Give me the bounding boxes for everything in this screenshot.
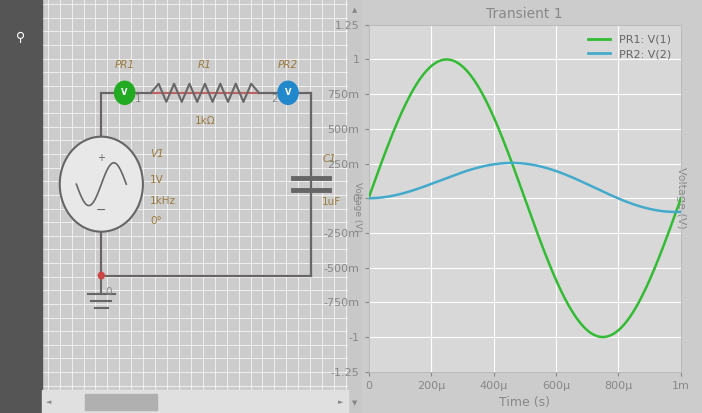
PR1: V(1): (0.000651, -0.811): V(1): (0.000651, -0.811) <box>567 308 576 313</box>
PR2: V(2): (0.000382, 0.237): V(2): (0.000382, 0.237) <box>484 163 492 168</box>
Text: 1kΩ: 1kΩ <box>194 116 216 126</box>
PR2: V(2): (0.0006, 0.196): V(2): (0.0006, 0.196) <box>552 169 560 173</box>
Text: ▲: ▲ <box>352 7 357 13</box>
Text: −: − <box>96 204 107 217</box>
Text: PR2: PR2 <box>278 60 298 70</box>
Text: 0°: 0° <box>150 216 162 226</box>
PR2: V(2): (0.000651, 0.152): V(2): (0.000651, 0.152) <box>567 175 576 180</box>
Circle shape <box>60 137 143 232</box>
Line: PR1: V(1): PR1: V(1) <box>369 59 681 337</box>
Text: V: V <box>121 88 128 97</box>
Text: 1V: 1V <box>150 175 164 185</box>
Text: +: + <box>98 153 105 163</box>
Bar <box>0 0 41 413</box>
Text: Voltage (V): Voltage (V) <box>352 181 362 232</box>
Text: V1: V1 <box>150 150 164 159</box>
Bar <box>85 394 157 410</box>
PR1: V(1): (0.0006, -0.587): V(1): (0.0006, -0.587) <box>552 277 560 282</box>
PR1: V(1): (0.000746, -1): V(1): (0.000746, -1) <box>597 335 606 339</box>
PR1: V(1): (0, 0): V(1): (0, 0) <box>364 196 373 201</box>
PR2: V(2): (0.000182, 0.0873): V(2): (0.000182, 0.0873) <box>421 184 430 189</box>
Legend: PR1: V(1), PR2: V(2): PR1: V(1), PR2: V(2) <box>583 30 675 64</box>
PR1: V(1): (0.000382, 0.674): V(1): (0.000382, 0.674) <box>484 102 492 107</box>
Circle shape <box>278 81 298 104</box>
PR1: V(1): (0.00025, 1): V(1): (0.00025, 1) <box>442 57 451 62</box>
PR2: V(2): (0.000459, 0.254): V(2): (0.000459, 0.254) <box>508 160 516 165</box>
Text: ◄: ◄ <box>46 399 51 405</box>
PR1: V(1): (0.000823, -0.898): V(1): (0.000823, -0.898) <box>621 320 630 325</box>
PR2: V(2): (0, 0): V(2): (0, 0) <box>364 196 373 201</box>
Text: 1: 1 <box>135 94 141 104</box>
Text: 1kHz: 1kHz <box>150 196 176 206</box>
Bar <box>347 0 362 413</box>
Text: V: V <box>285 88 291 97</box>
PR1: V(1): (0.000182, 0.909): V(1): (0.000182, 0.909) <box>421 70 430 75</box>
Y-axis label: Voltage (V): Voltage (V) <box>677 167 687 229</box>
Text: ►: ► <box>338 399 343 405</box>
Bar <box>41 390 347 413</box>
Text: 1uF: 1uF <box>322 197 341 206</box>
PR1: V(1): (0.001, -2.45e-16): V(1): (0.001, -2.45e-16) <box>677 196 685 201</box>
Text: C1: C1 <box>322 154 336 164</box>
Circle shape <box>114 81 135 104</box>
PR1: V(1): (0.00075, -1): V(1): (0.00075, -1) <box>599 335 607 339</box>
Text: 2: 2 <box>271 94 278 104</box>
X-axis label: Time (s): Time (s) <box>499 396 550 409</box>
Text: PR1: PR1 <box>114 60 135 70</box>
Text: R1: R1 <box>198 60 212 70</box>
Text: ▼: ▼ <box>352 400 357 406</box>
Title: Transient 1: Transient 1 <box>486 7 563 21</box>
Text: ⚲: ⚲ <box>16 31 25 44</box>
PR2: V(2): (0.000746, 0.0525): V(2): (0.000746, 0.0525) <box>597 188 606 193</box>
Line: PR2: V(2): PR2: V(2) <box>369 163 681 212</box>
Text: 0: 0 <box>105 287 112 297</box>
Circle shape <box>98 272 104 279</box>
PR2: V(2): (0.000822, -0.0222): V(2): (0.000822, -0.0222) <box>621 199 630 204</box>
PR2: V(2): (0.001, -0.0981): V(2): (0.001, -0.0981) <box>677 209 685 214</box>
PR2: V(2): (0.000984, -0.0989): V(2): (0.000984, -0.0989) <box>672 209 680 214</box>
